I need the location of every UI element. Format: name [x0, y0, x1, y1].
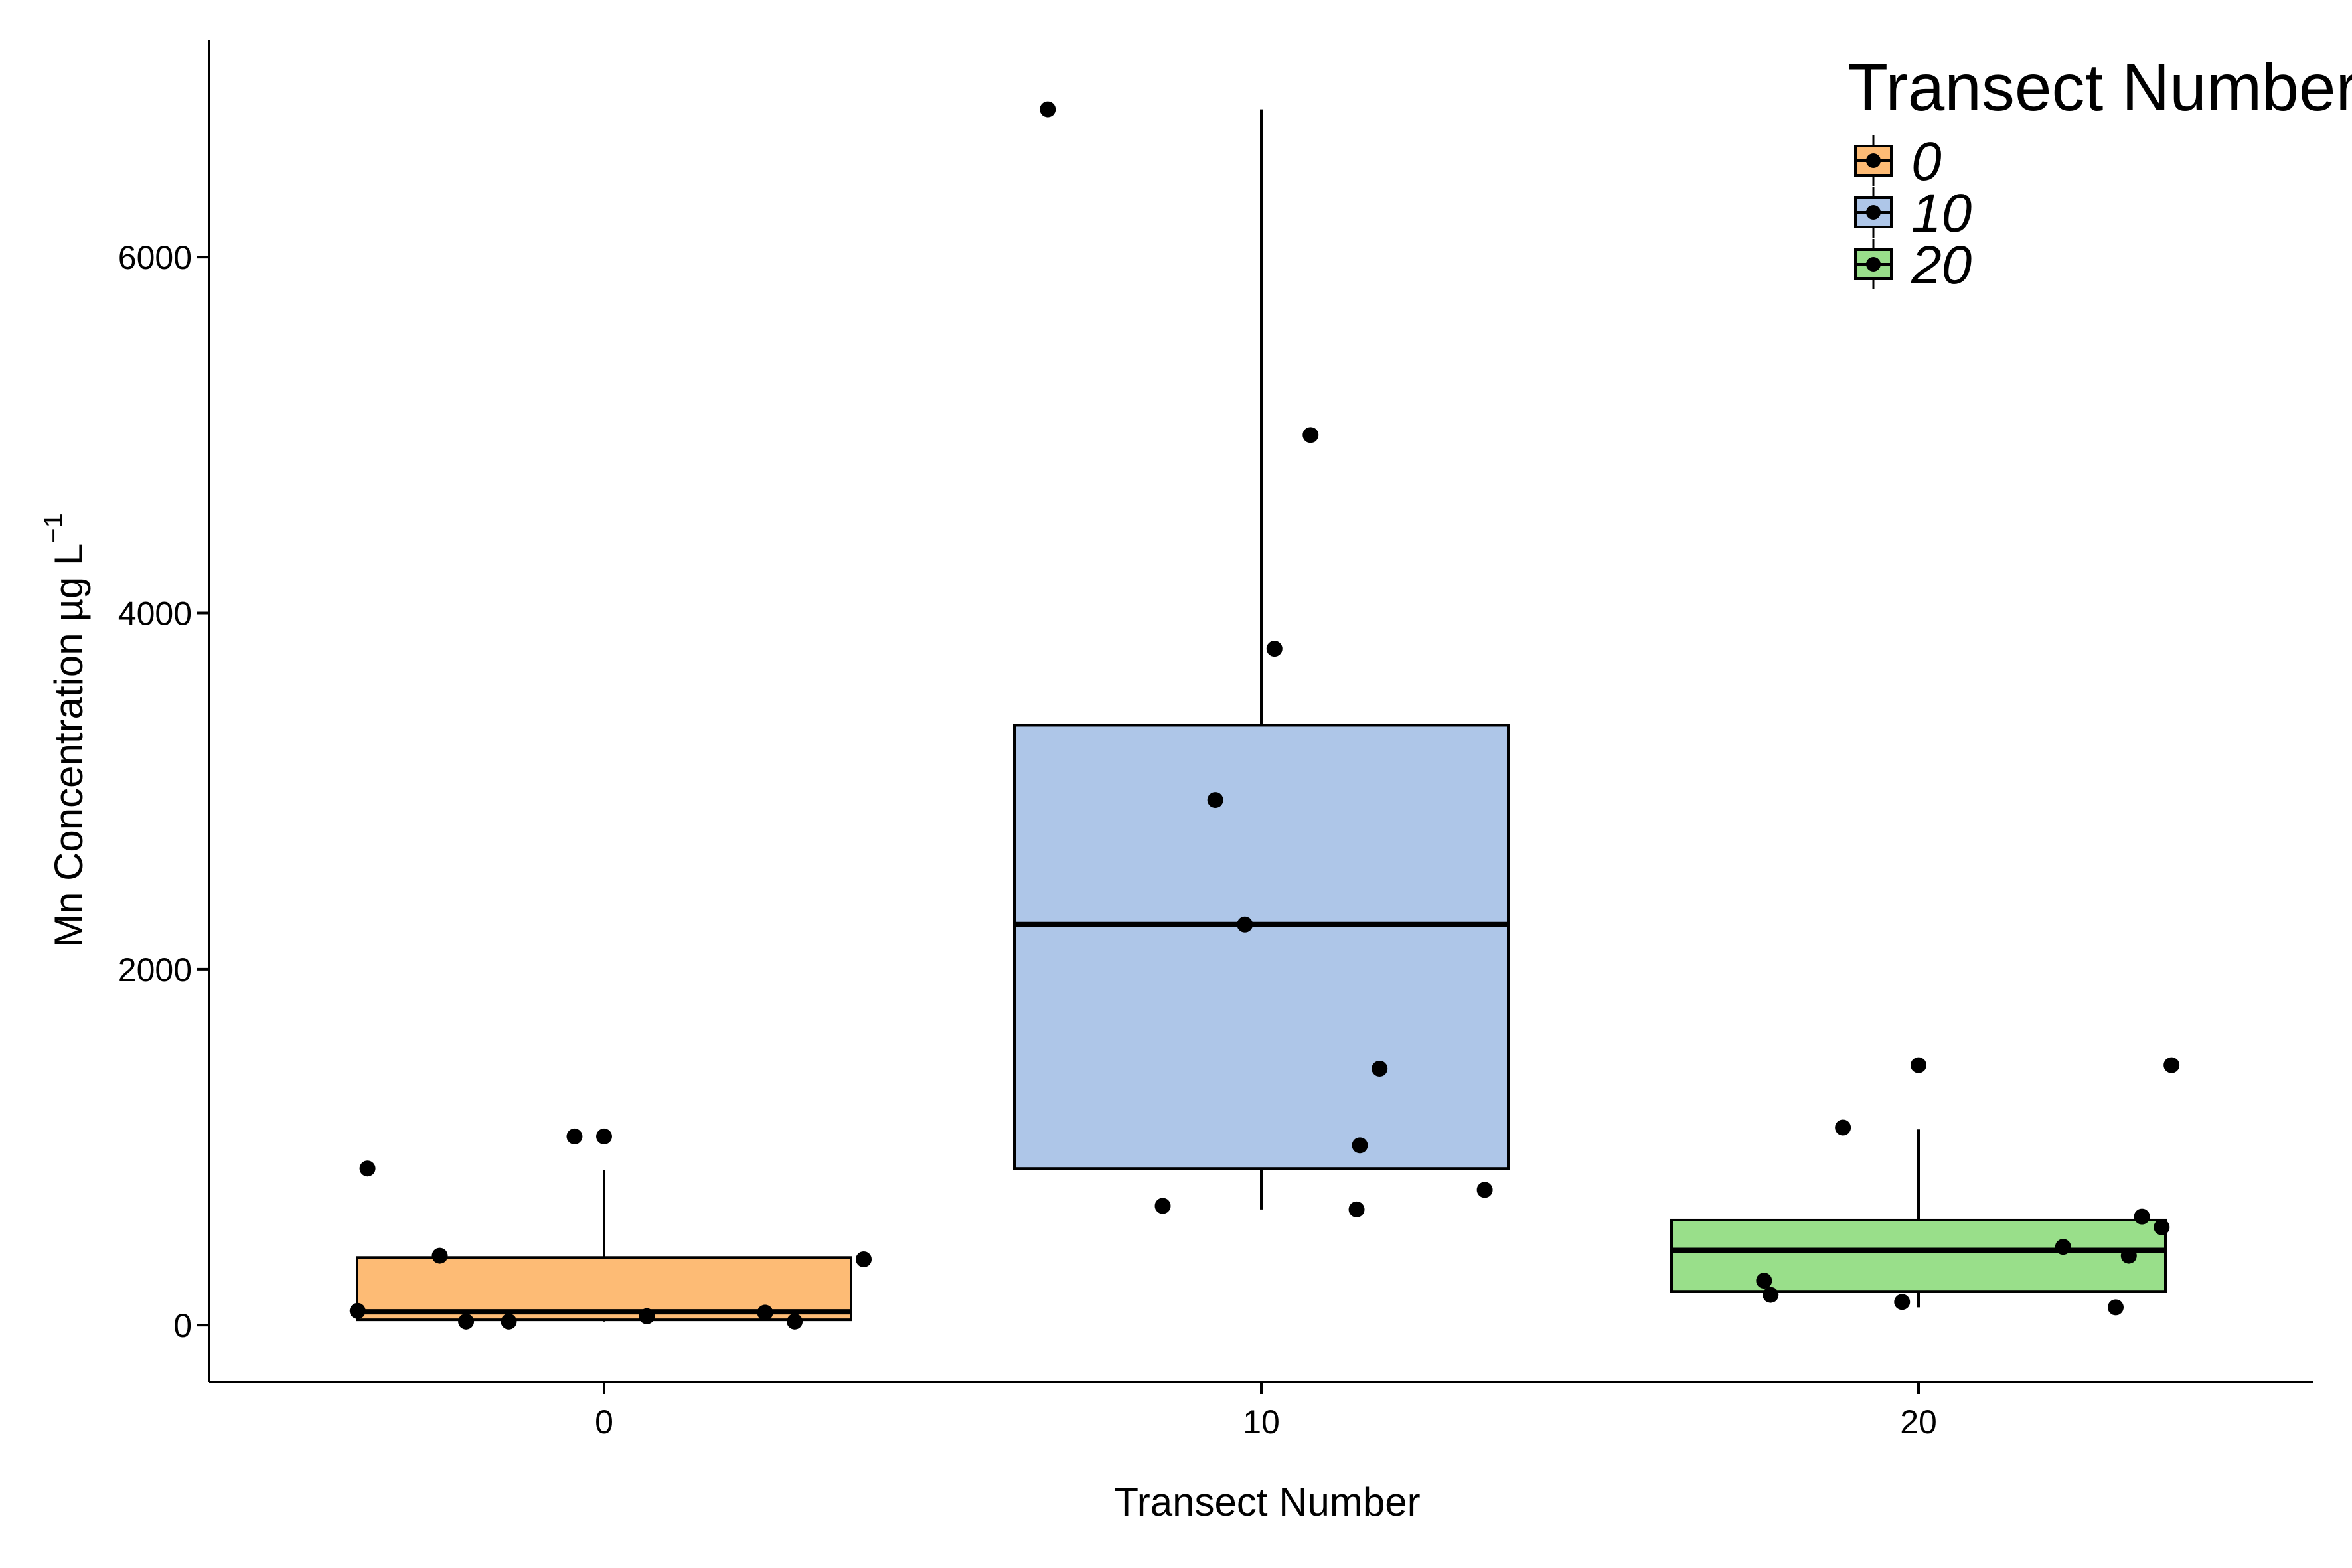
box-group-0 — [356, 1170, 852, 1322]
data-point — [1154, 1198, 1171, 1214]
y-tick-label: 6000 — [118, 239, 192, 276]
legend-entry-10: 10 — [1854, 183, 1972, 244]
data-point — [359, 1160, 376, 1177]
y-tick-label: 0 — [173, 1307, 192, 1344]
legend-label: 0 — [1911, 131, 1942, 192]
box-group-20 — [1670, 1129, 2167, 1308]
data-point — [1476, 1182, 1493, 1198]
data-point — [596, 1128, 612, 1144]
data-point — [856, 1251, 872, 1267]
data-point — [2134, 1208, 2150, 1225]
y-tick-label: 2000 — [118, 951, 192, 988]
data-point — [1372, 1061, 1388, 1077]
data-point — [2108, 1299, 2124, 1316]
data-point — [2154, 1219, 2170, 1235]
data-point — [1894, 1294, 1911, 1310]
data-point — [458, 1313, 475, 1330]
legend-label: 10 — [1911, 183, 1972, 244]
data-point — [1302, 427, 1319, 443]
data-point — [1207, 792, 1223, 809]
data-point — [349, 1302, 366, 1319]
legend-key-point — [1866, 257, 1881, 272]
legend-entry-0: 0 — [1854, 131, 1942, 192]
box-rect — [1013, 724, 1510, 1170]
data-point — [1911, 1057, 1926, 1073]
data-point — [1835, 1119, 1851, 1136]
data-point — [431, 1247, 448, 1264]
boxes-layer — [356, 109, 2167, 1322]
data-point — [2120, 1247, 2137, 1264]
box-rect — [1670, 1218, 2167, 1293]
legend-key-point — [1866, 205, 1881, 220]
x-tick-label: 10 — [1243, 1403, 1280, 1441]
y-ticks: 0 2000 4000 6000 — [118, 239, 209, 1344]
legend-title: Transect Number — [1847, 50, 2352, 125]
y-axis-title-main: Mn Concentration µg L — [46, 544, 91, 947]
data-point — [1348, 1201, 1365, 1217]
data-point — [757, 1304, 773, 1321]
data-point — [501, 1313, 517, 1330]
x-axis-title: Transect Number — [1114, 1480, 1420, 1524]
x-tick-label: 0 — [595, 1403, 613, 1441]
data-point — [1040, 101, 1056, 118]
data-point — [2055, 1239, 2071, 1255]
y-axis-title: Mn Concentration µg L−1 — [39, 513, 91, 947]
x-ticks: 0 10 20 — [595, 1382, 1937, 1441]
data-point — [1756, 1273, 1772, 1289]
data-point — [566, 1128, 583, 1144]
plot-area — [349, 101, 2180, 1330]
y-axis-title-superscript: −1 — [39, 513, 68, 544]
box-group-10 — [1013, 109, 1510, 1210]
data-point — [787, 1313, 803, 1330]
data-point — [639, 1308, 655, 1324]
legend-key-point — [1866, 153, 1881, 168]
legend-entry-20: 20 — [1854, 235, 1972, 295]
data-point — [1266, 641, 1283, 657]
y-tick-label: 4000 — [118, 595, 192, 633]
points-layer — [349, 101, 2180, 1330]
legend-label: 20 — [1911, 235, 1972, 295]
x-tick-label: 20 — [1900, 1403, 1937, 1441]
data-point — [2163, 1057, 2180, 1073]
data-point — [1237, 916, 1253, 933]
data-point — [1763, 1287, 1779, 1303]
data-point — [1352, 1137, 1368, 1154]
